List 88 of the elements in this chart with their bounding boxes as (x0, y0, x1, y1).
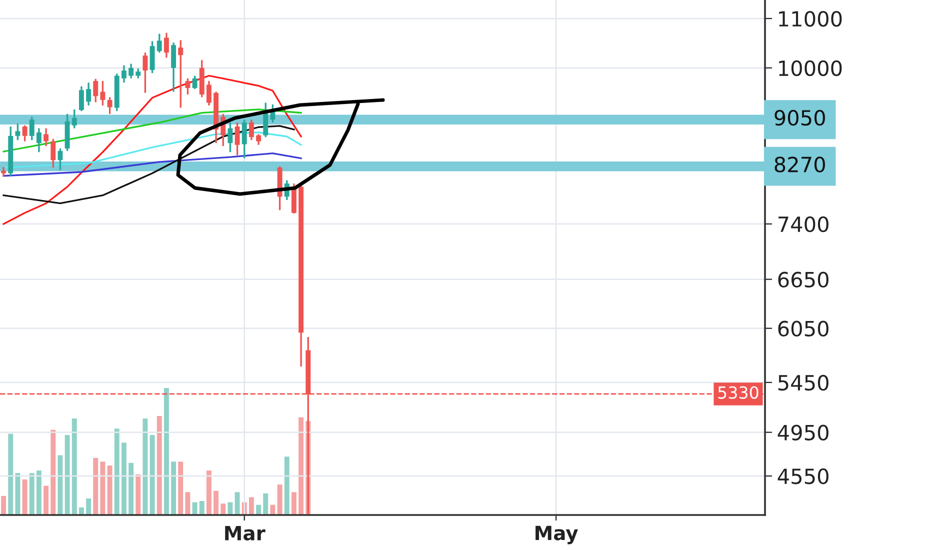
ref-line-label: 9050 (774, 110, 825, 126)
bar (128, 462, 134, 515)
bar (8, 434, 14, 515)
bar (199, 501, 204, 515)
bar (114, 428, 120, 515)
candlestick (136, 68, 141, 80)
candlestick (171, 42, 176, 93)
candlestick (248, 118, 254, 141)
candlestick (121, 64, 126, 84)
bar (72, 418, 77, 515)
bar (142, 418, 148, 515)
bar (263, 493, 268, 515)
candlestick (228, 122, 233, 153)
bar (171, 462, 176, 515)
y-tick-label: 6650 (778, 272, 828, 288)
candlestick (50, 138, 56, 168)
ref-line-label: 8270 (774, 156, 825, 172)
bar (185, 492, 190, 515)
bar (277, 484, 282, 515)
candlestick (150, 40, 155, 74)
bar (121, 442, 126, 515)
candlestick (185, 78, 190, 96)
candlestick (107, 96, 112, 115)
bar (136, 474, 141, 515)
bar (214, 490, 219, 515)
candlestick (58, 148, 63, 171)
bar (192, 502, 198, 515)
candlestick (29, 116, 34, 141)
candlestick (72, 108, 77, 130)
bar (156, 416, 162, 515)
candlestick (242, 118, 247, 160)
candlestick (93, 78, 98, 104)
x-tick-label: May (536, 526, 578, 544)
bar (234, 492, 240, 515)
candlestick (164, 32, 169, 58)
bar (50, 430, 56, 515)
candlestick (78, 86, 84, 112)
bar (86, 498, 92, 515)
bar (284, 456, 290, 515)
bar (93, 458, 98, 515)
bar (291, 492, 296, 515)
bar (15, 473, 20, 515)
x-tick-label: Mar (225, 526, 266, 540)
candlestick (44, 127, 49, 147)
y-tick-label: 10000 (779, 60, 842, 76)
bar (1, 496, 6, 515)
line-series (2, 74, 302, 225)
candlestick (156, 32, 162, 54)
candlestick (256, 133, 262, 146)
bar (100, 462, 106, 515)
bar (150, 434, 155, 515)
bar (298, 417, 304, 515)
line-series (2, 152, 302, 177)
candlestick (234, 122, 240, 156)
candlestick (178, 39, 184, 109)
bar (248, 497, 254, 515)
bar (228, 502, 233, 515)
bar (107, 465, 112, 515)
y-tick-label: 6050 (778, 320, 828, 337)
bar (58, 455, 63, 515)
bar (206, 470, 212, 515)
candlestick (22, 124, 28, 142)
line-series (2, 132, 302, 168)
bar (164, 388, 169, 515)
candlestick (192, 74, 198, 90)
candlestick (128, 62, 134, 80)
y-tick-label: 4950 (778, 424, 828, 441)
candlestick (86, 82, 92, 106)
candlestick (15, 122, 20, 141)
y-tick-label: 7400 (778, 216, 828, 232)
candlestick (142, 52, 148, 94)
candlestick (100, 80, 106, 106)
line-series (2, 108, 302, 152)
candlestick (1, 166, 6, 178)
candlestick (36, 127, 42, 153)
y-tick-label: 11000 (779, 10, 842, 27)
y-tick-label: 4550 (778, 468, 828, 484)
bar (220, 504, 226, 515)
bar (22, 479, 28, 515)
bar (64, 434, 70, 515)
line-series (2, 125, 295, 204)
candlestick (206, 80, 212, 106)
bar (44, 486, 49, 515)
bar (29, 473, 34, 515)
ref-line-label: 5330 (718, 386, 758, 399)
bar (178, 462, 184, 515)
bar (36, 470, 42, 515)
y-tick-label: 5450 (778, 374, 828, 391)
